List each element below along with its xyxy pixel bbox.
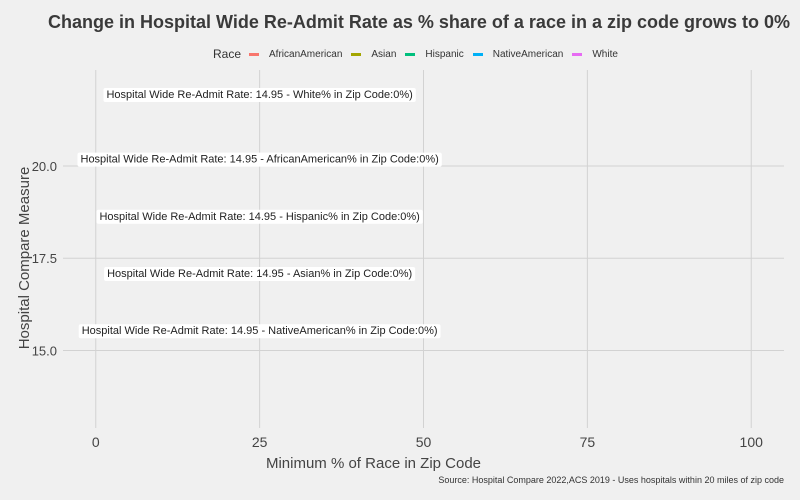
x-tick-label: 50 (416, 434, 432, 450)
legend-key (405, 52, 416, 56)
source-caption: Source: Hospital Compare 2022,ACS 2019 -… (438, 475, 784, 485)
legend-key (472, 52, 483, 56)
annotation-label: Hospital Wide Re-Admit Rate: 14.95 - His… (99, 211, 419, 223)
legend-key (572, 52, 583, 56)
annotation-label: Hospital Wide Re-Admit Rate: 14.95 - Nat… (82, 325, 438, 337)
legend-label: AfricanAmerican (269, 48, 343, 60)
x-tick-label: 0 (92, 434, 100, 450)
annotation-box (77, 152, 442, 167)
x-tick-label: 100 (740, 434, 764, 450)
annotation-box (103, 87, 416, 102)
annotation-box (96, 209, 423, 224)
x-tick-label: 25 (252, 434, 268, 450)
legend-item: White (572, 49, 618, 60)
annotation-label: Hospital Wide Re-Admit Rate: 14.95 - Whi… (106, 89, 412, 101)
legend-title: Race (213, 47, 242, 61)
legend-label: Hispanic (425, 48, 464, 60)
annotation-box (78, 324, 441, 339)
annotation-label: Hospital Wide Re-Admit Rate: 14.95 - Afr… (81, 154, 439, 166)
legend-item: NativeAmerican (472, 48, 564, 60)
legend-label: NativeAmerican (492, 48, 564, 60)
legend-label: Asian (371, 48, 397, 60)
y-tick-label: 15.0 (32, 343, 57, 358)
chart-title: Change in Hospital Wide Re-Admit Rate as… (48, 12, 790, 32)
legend-label: White (592, 48, 618, 60)
legend-key (351, 52, 362, 56)
x-axis-label: Minimum % of Race in Zip Code (266, 455, 481, 472)
legend-item: Hispanic (405, 48, 464, 60)
legend-key (249, 52, 260, 56)
legend-item: Asian (351, 49, 396, 60)
annotation-label: Hospital Wide Re-Admit Rate: 14.95 - Asi… (107, 268, 412, 280)
x-tick-label: 75 (580, 434, 596, 450)
annotation-box (104, 266, 416, 281)
legend: Race AfricanAmerican Asian Hispanic NativeA… (213, 47, 627, 61)
y-axis-label: Hospital Compare Measure (16, 167, 33, 350)
legend-item: AfricanAmerican (249, 49, 342, 60)
y-tick-label: 20.0 (32, 159, 57, 174)
y-tick-label: 17.5 (32, 251, 57, 266)
